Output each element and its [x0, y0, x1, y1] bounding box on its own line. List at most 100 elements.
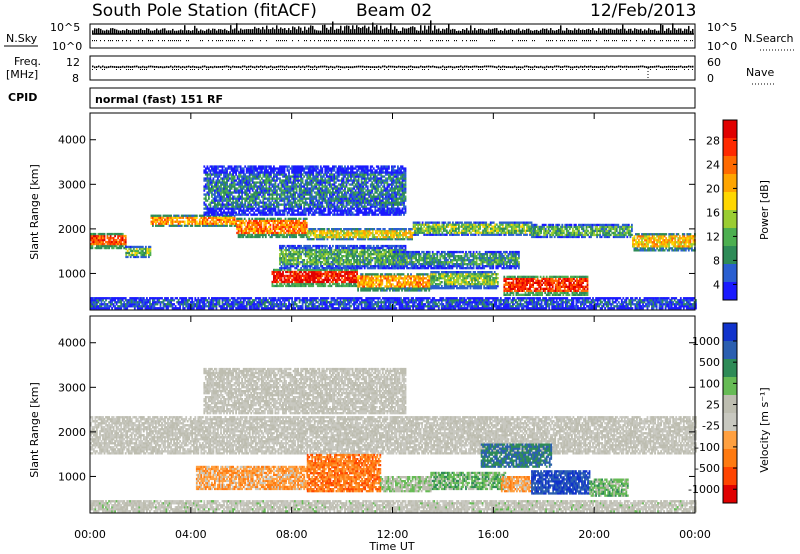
velocity-colorbar-tick-label: -25 [702, 420, 720, 433]
velocity-colorbar-swatch [723, 485, 737, 504]
power-colorbar-tick-label: 16 [706, 206, 720, 219]
velocity-colorbar-swatch [723, 377, 737, 396]
velocity-region [90, 500, 697, 513]
freq-label-line2: [MHz] [6, 68, 38, 81]
velocity-colorbar-swatch [723, 431, 737, 450]
nsky-trace [92, 20, 694, 42]
velocity-ytick-label: 1000 [58, 470, 86, 483]
power-ytick-label: 4000 [58, 134, 86, 147]
velocity-region [480, 443, 553, 468]
power-region [392, 250, 520, 270]
power-region [236, 217, 308, 239]
velocity-colorbar-swatch [723, 413, 737, 432]
power-region [306, 228, 414, 241]
power-colorbar-tick-label: 20 [706, 182, 720, 195]
velocity-colorbar-tick-label: 500 [699, 356, 720, 369]
nsearch-label: N.Search [744, 32, 794, 45]
power-region [271, 268, 359, 288]
cpid-label: CPID [8, 91, 37, 104]
power-colorbar-tick-label: 28 [706, 134, 720, 147]
power-ytick-label: 2000 [58, 223, 86, 236]
xtick-label: 00:00 [74, 528, 106, 541]
xtick-label: 00:00 [679, 528, 711, 541]
velocity-colorbar-tick-label: 100 [699, 377, 720, 390]
velocity-region [500, 476, 533, 493]
velocity-region [531, 470, 591, 495]
power-colorbar: 28 24 20 16 12 8 4 [706, 119, 738, 301]
power-colorbar-label: Power [dB] [758, 180, 771, 240]
velocity-colorbar-swatch [723, 449, 737, 468]
power-region [279, 244, 407, 270]
velocity-region [306, 453, 382, 493]
velocity-colorbar: 1000 500 100 25 -25 -100 -500 -1000 [688, 322, 738, 504]
power-region [150, 214, 238, 227]
power-region [503, 275, 589, 297]
power-ytick-label: 3000 [58, 178, 86, 191]
power-colorbar-swatch [723, 192, 737, 211]
velocity-region [589, 478, 629, 497]
velocity-region [195, 465, 309, 491]
power-colorbar-frame [722, 119, 738, 301]
xtick-label: 08:00 [276, 528, 308, 541]
velocity-colorbar-swatch [723, 467, 737, 486]
power-region [412, 221, 533, 236]
cpid-panel-frame [89, 87, 696, 109]
velocity-colorbar-label: Velocity [m s⁻¹] [758, 387, 771, 472]
power-colorbar-tick-label: 12 [706, 230, 720, 243]
freq-tick-top: 12 [66, 56, 80, 69]
velocity-colorbar-swatch [723, 395, 737, 414]
power-colorbar-tick-label: 4 [713, 278, 720, 291]
velocity-colorbar-tick-label: -500 [695, 462, 720, 475]
velocity-colorbar-tick-label: 1000 [692, 335, 720, 348]
velocity-colorbar-tick-label: 25 [706, 399, 720, 412]
xtick-label: 20:00 [578, 528, 610, 541]
nsky-tick-top: 10^5 [50, 21, 80, 34]
nsearch-tick-top: 10^5 [707, 21, 737, 34]
power-region [430, 271, 499, 290]
power-colorbar-swatch [723, 120, 737, 139]
velocity-colorbar-swatch [723, 359, 737, 378]
power-ylabel: Slant Range [km] [28, 164, 41, 260]
power-region [531, 223, 633, 239]
velocity-ytick-label: 4000 [58, 337, 86, 350]
velocity-colorbar-swatch [723, 323, 737, 342]
velocity-colorbar-tick-label: -100 [695, 441, 720, 454]
power-colorbar-swatch [723, 138, 737, 157]
velocity-colorbar-swatch [723, 341, 737, 360]
xtick-label: 04:00 [175, 528, 207, 541]
velocity-ytick-label: 3000 [58, 381, 86, 394]
freq-trace [92, 65, 694, 80]
power-region [125, 245, 152, 259]
nsearch-tick-bottom: 10^0 [707, 40, 737, 53]
station-title: South Pole Station (fitACF) [92, 1, 317, 21]
nave-label: Nave [746, 66, 774, 79]
freq-label-line1: Freq. [14, 55, 41, 68]
power-colorbar-tick-label: 8 [713, 254, 720, 267]
beam-title: Beam 02 [356, 1, 432, 21]
power-colorbar-swatch [723, 228, 737, 247]
velocity-region [203, 367, 407, 415]
power-colorbar-swatch [723, 282, 737, 301]
freq-panel-frame [89, 55, 696, 81]
power-data-cells [90, 165, 697, 310]
velocity-colorbar-tick-label: -1000 [688, 483, 720, 496]
xtick-label: 12:00 [377, 528, 409, 541]
nave-tick-bottom: 0 [707, 72, 714, 85]
power-colorbar-swatch [723, 156, 737, 175]
xlabel: Time UT [368, 540, 414, 553]
power-region [90, 232, 127, 250]
power-colorbar-tick-label: 24 [706, 158, 720, 171]
power-ytick-label: 1000 [58, 267, 86, 280]
power-colorbar-swatch [723, 174, 737, 193]
velocity-region [430, 471, 507, 491]
nsky-panel-frame [89, 23, 696, 49]
velocity-ylabel: Slant Range [km] [28, 382, 41, 478]
nsky-label: N.Sky [6, 32, 38, 45]
power-colorbar-swatch [723, 264, 737, 283]
power-region [357, 273, 432, 292]
velocity-ytick-label: 2000 [58, 426, 86, 439]
nave-tick-top: 60 [707, 56, 721, 69]
velocity-region [379, 476, 432, 493]
freq-tick-bottom: 8 [72, 72, 79, 85]
